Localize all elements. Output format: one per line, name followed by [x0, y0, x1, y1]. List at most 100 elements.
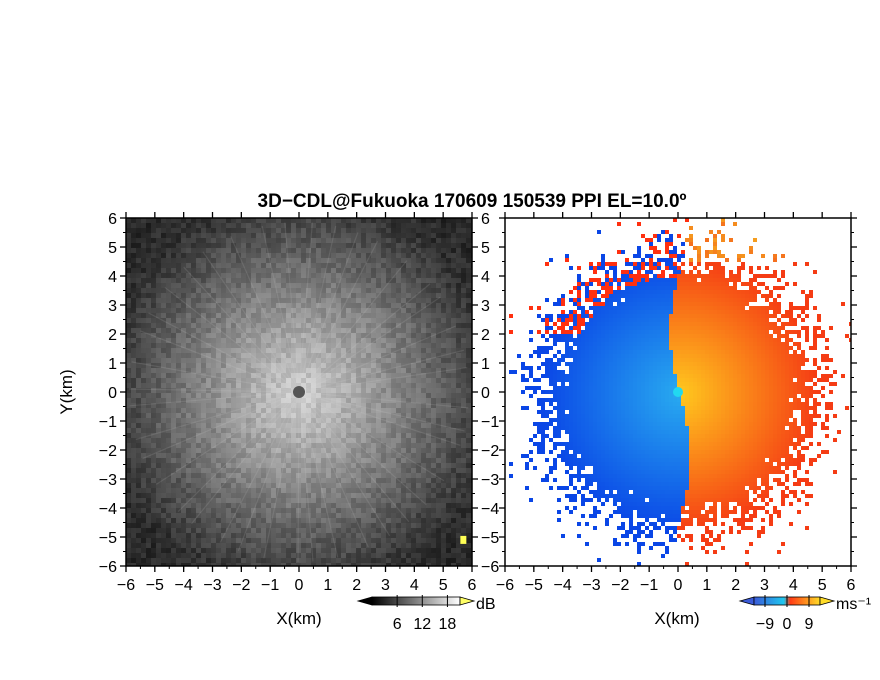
echo-cell [221, 238, 226, 243]
echo-cell [221, 438, 226, 443]
echo-cell [266, 528, 271, 533]
echo-cell [301, 348, 306, 353]
echo-cell [351, 278, 356, 283]
echo-cell [346, 253, 351, 258]
echo-cell [411, 533, 416, 538]
echo-cell [251, 453, 256, 458]
echo-cell [201, 368, 206, 373]
echo-cell [296, 218, 301, 223]
echo-cell [246, 303, 251, 308]
echo-cell [186, 418, 191, 423]
echo-cell [301, 483, 306, 488]
echo-streak [298, 240, 379, 393]
echo-cell [411, 403, 416, 408]
echo-cell [421, 388, 426, 393]
echo-cell [416, 343, 421, 348]
echo-cell [416, 303, 421, 308]
echo-cell [156, 378, 161, 383]
echo-cell [316, 453, 321, 458]
echo-cell [176, 218, 181, 223]
echo-cell [191, 488, 196, 493]
echo-cell [206, 528, 211, 533]
echo-cell [286, 403, 291, 408]
echo-cell [166, 353, 171, 358]
echo-cell [346, 518, 351, 523]
echo-cell [331, 223, 336, 228]
echo-cell [321, 543, 326, 548]
echo-cell [256, 513, 261, 518]
echo-cell [241, 338, 246, 343]
echo-cell [411, 218, 416, 223]
echo-cell [391, 558, 396, 563]
echo-cell [356, 418, 361, 423]
echo-cell [391, 468, 396, 473]
echo-cell [271, 413, 276, 418]
echo-cell [321, 523, 326, 528]
echo-cell [376, 493, 381, 498]
echo-streak [140, 330, 300, 393]
echo-cell [361, 538, 366, 543]
echo-cell [401, 423, 406, 428]
echo-cell [466, 458, 471, 463]
echo-cell [246, 398, 251, 403]
echo-cell [366, 488, 371, 493]
echo-cell [251, 368, 256, 373]
echo-streak [298, 296, 441, 393]
echo-cell [236, 523, 241, 528]
echo-cell [326, 443, 331, 448]
echo-cell [156, 373, 161, 378]
echo-cell [341, 388, 346, 393]
echo-cell [261, 468, 266, 473]
echo-cell [441, 293, 446, 298]
echo-cell [451, 533, 456, 538]
echo-cell [311, 388, 316, 393]
echo-cell [196, 458, 201, 463]
echo-cell [146, 528, 151, 533]
echo-cell [376, 243, 381, 248]
echo-cell [126, 453, 131, 458]
echo-streak [298, 283, 431, 393]
echo-cell [426, 253, 431, 258]
echo-cell [206, 363, 211, 368]
echo-cell [446, 408, 451, 413]
echo-cell [461, 438, 466, 443]
echo-cell [366, 313, 371, 318]
echo-cell [226, 218, 231, 223]
echo-cell [246, 333, 251, 338]
echo-cell [141, 513, 146, 518]
echo-cell [351, 423, 356, 428]
echo-cell [276, 438, 281, 443]
echo-cell [216, 418, 221, 423]
echo-cell [326, 538, 331, 543]
echo-cell [391, 418, 396, 423]
echo-cell [326, 463, 331, 468]
echo-cell [226, 318, 231, 323]
echo-cell [321, 353, 326, 358]
echo-cell [251, 323, 256, 328]
echo-cell [331, 368, 336, 373]
echo-cell [241, 258, 246, 263]
echo-cell [281, 273, 286, 278]
echo-cell [311, 418, 316, 423]
echo-cell [251, 548, 256, 553]
echo-cell [431, 538, 436, 543]
echo-cell [261, 298, 266, 303]
echo-cell [306, 268, 311, 273]
echo-cell [436, 228, 441, 233]
echo-cell [401, 223, 406, 228]
echo-cell [216, 358, 221, 363]
echo-cell [171, 513, 176, 518]
echo-cell [206, 458, 211, 463]
echo-cell [356, 283, 361, 288]
echo-cell [261, 393, 266, 398]
echo-cell [376, 453, 381, 458]
echo-cell [146, 563, 151, 566]
echo-cell [406, 228, 411, 233]
echo-cell [206, 218, 211, 223]
echo-cell [366, 453, 371, 458]
echo-cell [316, 558, 321, 563]
echo-cell [196, 363, 201, 368]
echo-cell [311, 403, 316, 408]
echo-cell [441, 458, 446, 463]
echo-cell [131, 238, 136, 243]
